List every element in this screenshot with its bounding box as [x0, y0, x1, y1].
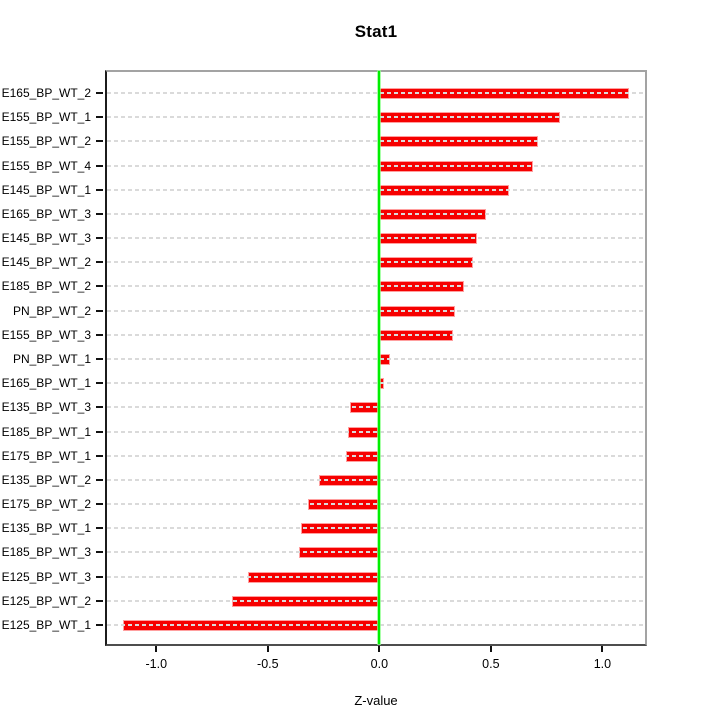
y-axis-label: E125_BP_WT_3 [1, 569, 91, 584]
y-axis-label: E155_BP_WT_1 [1, 110, 91, 125]
x-axis-tick [378, 646, 381, 652]
gridline [107, 478, 645, 481]
y-axis-label: E145_BP_WT_2 [1, 255, 91, 270]
y-axis-label: E125_BP_WT_2 [1, 593, 91, 608]
y-axis-tick [96, 454, 103, 457]
y-axis-label: E145_BP_WT_3 [1, 231, 91, 246]
x-axis-tick [601, 646, 604, 652]
gridline [107, 309, 645, 312]
y-axis-label: E155_BP_WT_2 [1, 134, 91, 149]
chart-title: Stat1 [354, 22, 398, 41]
y-axis-tick [96, 261, 103, 264]
zero-line [378, 71, 381, 644]
gridline [107, 116, 645, 119]
gridline [107, 333, 645, 336]
x-axis-tick [266, 646, 269, 652]
gridline [107, 575, 645, 578]
y-axis-tick [96, 478, 103, 481]
y-axis-tick [96, 188, 103, 191]
y-axis-tick [96, 527, 103, 530]
gridline [107, 164, 645, 167]
y-axis-tick [96, 237, 103, 240]
y-axis-label: E165_BP_WT_1 [1, 376, 91, 391]
y-axis-label: E135_BP_WT_3 [1, 400, 91, 415]
y-axis-label: E155_BP_WT_3 [1, 327, 91, 342]
y-axis-label: E165_BP_WT_3 [1, 206, 91, 221]
y-axis-tick [96, 551, 103, 554]
y-axis-tick [96, 503, 103, 506]
y-axis-tick [96, 164, 103, 167]
gridline [107, 503, 645, 506]
y-axis-tick [96, 430, 103, 433]
x-axis-tick-label: 1.0 [593, 657, 612, 671]
y-axis-label: E145_BP_WT_1 [1, 182, 91, 197]
gridline [107, 454, 645, 457]
gridline [107, 140, 645, 143]
gridline [107, 527, 645, 530]
gridline [107, 188, 645, 191]
x-axis-tick [489, 646, 492, 652]
gridline [107, 261, 645, 264]
y-axis-tick [96, 358, 103, 360]
x-axis-tick-label: -0.5 [257, 657, 279, 671]
gridline [107, 285, 645, 288]
y-axis-label: E135_BP_WT_1 [1, 521, 91, 536]
y-axis-label: E135_BP_WT_2 [1, 472, 91, 487]
y-axis-label: E125_BP_WT_1 [1, 618, 91, 632]
x-axis-tick-label: 0.0 [370, 657, 389, 671]
y-axis-tick [96, 285, 103, 288]
y-axis-label: PN_BP_WT_2 [12, 303, 91, 318]
gridline [107, 551, 645, 554]
y-axis-label: E155_BP_WT_4 [1, 158, 91, 173]
gridline [107, 624, 645, 626]
gridline [107, 382, 645, 385]
x-axis-tick-label: -1.0 [145, 657, 168, 671]
y-axis-tick [96, 575, 103, 578]
y-axis-label: E175_BP_WT_1 [1, 448, 91, 463]
y-axis-tick [96, 140, 103, 143]
y-axis-label: E185_BP_WT_3 [1, 545, 91, 560]
y-axis-tick [96, 212, 103, 215]
y-axis-tick [96, 309, 103, 312]
y-axis-label: E175_BP_WT_2 [1, 497, 91, 512]
gridline [107, 599, 645, 602]
gridline [107, 212, 645, 215]
y-axis-label: E185_BP_WT_1 [1, 424, 91, 439]
y-axis-label: E165_BP_WT_2 [1, 86, 91, 100]
y-axis-tick [96, 116, 103, 119]
x-axis-tick [155, 646, 158, 652]
x-axis-title: Z-value [354, 693, 398, 708]
y-axis-tick [96, 599, 103, 602]
y-axis-tick [96, 333, 103, 336]
y-axis-label: E185_BP_WT_2 [1, 279, 91, 294]
y-axis-label: PN_BP_WT_1 [12, 352, 91, 366]
x-axis-tick-label: 0.5 [482, 657, 500, 671]
gridline [107, 430, 645, 433]
y-axis-tick [96, 92, 103, 94]
gridline [107, 406, 645, 409]
y-axis-tick [96, 382, 103, 385]
y-axis-tick [96, 624, 103, 626]
y-axis-tick [96, 406, 103, 409]
gridline [107, 358, 645, 360]
gridline [107, 237, 645, 240]
gridline [107, 92, 645, 94]
